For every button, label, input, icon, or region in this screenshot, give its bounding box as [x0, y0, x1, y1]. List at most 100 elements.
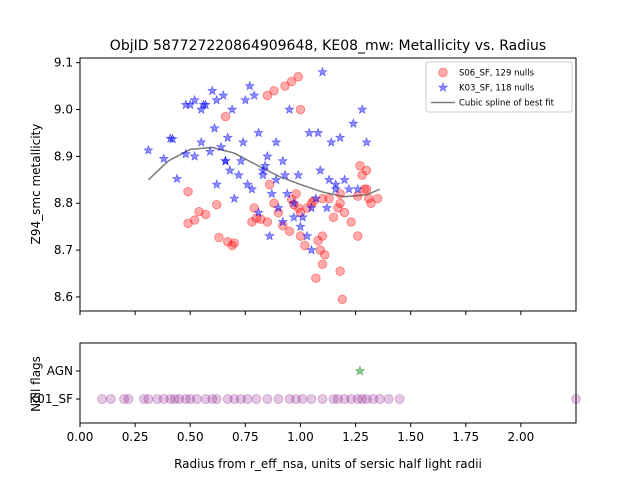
- k03-point: [334, 132, 346, 143]
- k03-point: [330, 183, 341, 194]
- k01-point: [169, 394, 180, 404]
- chart-title: ObjID 587727220864909648, KE08_mw: Metal…: [110, 38, 546, 54]
- k03-point: [242, 179, 253, 189]
- s06-point: [183, 218, 193, 229]
- k03-point: [229, 193, 240, 203]
- k03-point: [253, 207, 264, 218]
- radius-x-tick-label: 1.25: [342, 430, 369, 444]
- k03-point: [248, 90, 260, 100]
- k01-point: [222, 394, 233, 404]
- metallicity-x-ticks: [79, 311, 522, 315]
- s06-point: [293, 72, 303, 82]
- null-flags-axes-frame: [79, 342, 577, 424]
- k03-point: [277, 155, 288, 166]
- metallicity-axes-frame: [79, 57, 577, 312]
- k03-point: [207, 85, 218, 96]
- k03-point: [259, 160, 271, 171]
- metallicity-y-tick-label: 8.7: [54, 243, 73, 257]
- metallicity-y-tick-label: 8.9: [54, 149, 73, 163]
- s06-point: [357, 170, 367, 180]
- s06-point: [335, 266, 345, 276]
- k01-point: [143, 394, 154, 404]
- s06-point: [194, 206, 204, 217]
- k03-point: [257, 169, 269, 180]
- radius-x-tick-label: 1.00: [287, 430, 314, 444]
- s06-point: [333, 203, 343, 213]
- k01-point: [368, 394, 379, 404]
- k03-point: [273, 202, 284, 213]
- radius-x-tick-label: 1.50: [397, 430, 424, 444]
- legend: S06_SF, 129 nulls K03_SF, 118 nulls Cubic …: [425, 61, 573, 113]
- s06-point: [353, 191, 363, 201]
- k03-point: [288, 211, 300, 222]
- radius-x-tick-label: 0.50: [177, 430, 204, 444]
- k01-point: [152, 394, 163, 404]
- k01-point: [229, 394, 240, 404]
- k01-point: [333, 394, 343, 404]
- s06-point: [317, 193, 328, 204]
- k01-point: [383, 394, 394, 404]
- k01-point: [207, 394, 218, 404]
- metallicity-y-tick-label: 8.6: [54, 290, 73, 304]
- null-flags-y-tick-label: AGN: [47, 364, 73, 378]
- s06-point: [214, 232, 224, 243]
- k03-point: [211, 179, 222, 189]
- k01-point: [306, 394, 317, 404]
- s06-point: [339, 207, 350, 218]
- s06-point: [284, 226, 295, 237]
- s06-point: [262, 90, 273, 101]
- k01-point: [571, 394, 581, 404]
- agn-points: [354, 365, 366, 376]
- legend-s06-marker: [438, 67, 448, 78]
- k03-point: [253, 127, 264, 138]
- k03-point: [306, 202, 317, 213]
- k01-point: [119, 394, 129, 404]
- s06-point: [229, 238, 240, 248]
- k01-points: [97, 394, 581, 404]
- k03-point: [321, 202, 333, 213]
- metallicity-y-tick-label: 9.0: [54, 103, 73, 117]
- k03-point: [224, 164, 236, 175]
- k01-point: [346, 394, 357, 404]
- k03-point: [288, 197, 300, 208]
- k03-point: [262, 150, 273, 161]
- k03-point: [233, 169, 244, 180]
- metallicity-y-ticks: 8.6 8.7 8.8 8.9 9.0 9.1: [54, 56, 80, 304]
- k01-point: [273, 394, 284, 404]
- radius-x-label: Radius from r_eff_nsa, units of sersic h…: [174, 457, 482, 471]
- k03-point: [189, 94, 200, 105]
- k01-point: [174, 394, 185, 404]
- s06-point: [189, 215, 200, 225]
- k03-point: [301, 230, 313, 241]
- s06-point: [183, 186, 193, 197]
- k01-point: [165, 394, 176, 404]
- s06-point: [355, 161, 365, 171]
- s06-point: [317, 259, 328, 269]
- k03-point: [323, 174, 335, 185]
- k03-point: [237, 136, 249, 147]
- radius-x-tick-label: 0.00: [67, 430, 94, 444]
- null-flags-y-label: Null flags: [29, 356, 43, 412]
- k03-point: [189, 150, 200, 161]
- null-flags-y-tick-label: K01_SF: [29, 392, 73, 406]
- k03-point: [235, 155, 247, 166]
- k03-point: [271, 174, 282, 185]
- k03-point: [198, 99, 209, 110]
- s06-point: [324, 193, 334, 204]
- s06-point: [372, 193, 383, 204]
- k01-point: [180, 394, 191, 404]
- k03-point: [310, 193, 322, 203]
- k01-point: [394, 394, 405, 404]
- k03-point: [312, 127, 324, 138]
- k03-point: [222, 132, 233, 143]
- k01-point: [339, 394, 350, 404]
- radius-x-tick-label: 0.75: [232, 430, 259, 444]
- s06-point: [361, 184, 372, 194]
- null-flags-y-ticks: K01_SF AGN: [29, 364, 80, 406]
- k01-point: [317, 394, 328, 404]
- s06-point: [291, 189, 301, 199]
- k03-point: [277, 216, 288, 227]
- s06-point: [286, 76, 297, 87]
- s06-point: [317, 231, 328, 241]
